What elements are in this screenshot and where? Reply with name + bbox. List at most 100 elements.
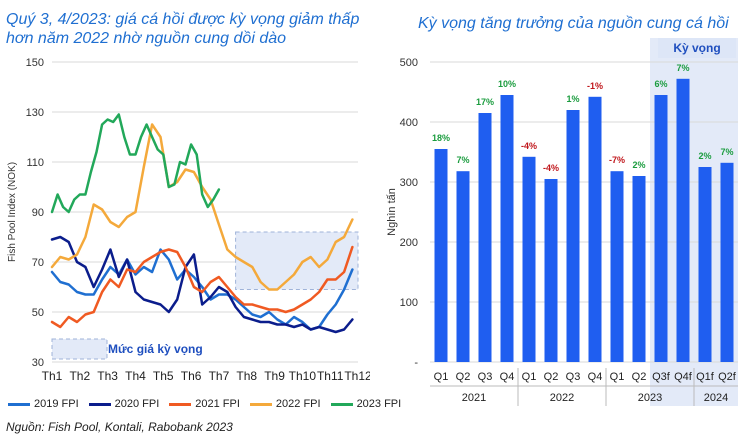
bar: [456, 171, 470, 362]
bar: [610, 171, 624, 362]
growth-label: -7%: [609, 155, 625, 165]
x-tick-label: Q4f: [674, 371, 693, 383]
x-tick-label: Q1f: [696, 371, 715, 383]
x-tick-label: Th7: [209, 369, 230, 383]
y-tick-label: 300: [400, 177, 418, 189]
y-tick-label: 50: [32, 307, 44, 319]
y-tick-label: 110: [26, 157, 44, 169]
growth-label: 18%: [432, 133, 450, 143]
annotation-label: Mức giá kỳ vọng: [108, 342, 203, 356]
source-note: Nguồn: Fish Pool, Kontali, Rabobank 2023: [6, 420, 233, 434]
growth-label: 7%: [456, 155, 469, 165]
supply-bar-chart: Kỳ vọng - 100 200 300 400 500 18% Q1 7% Q2 17% Q3 10%…: [386, 38, 738, 406]
legend-item: 2023 FPI: [330, 398, 402, 410]
y-axis-label: Fish Pool Index (NOK): [7, 162, 18, 262]
bar: [632, 176, 646, 362]
growth-label: -4%: [521, 141, 537, 151]
legend-label: 2023 FPI: [356, 398, 402, 410]
series-line-2019: [50, 248, 354, 331]
y-axis-label: Nghìn tấn: [386, 188, 398, 236]
group-label: 2024: [704, 392, 728, 404]
x-tick-label: Q2: [456, 371, 471, 383]
growth-label: 7%: [720, 147, 733, 157]
legend-label: 2019 FPI: [34, 398, 79, 410]
bar: [478, 113, 492, 362]
x-tick-label: Q4: [500, 371, 515, 383]
series-line-2020: [50, 235, 354, 334]
growth-label: 10%: [498, 79, 516, 89]
x-tick-label: Q2f: [718, 371, 737, 383]
bar: [500, 95, 514, 362]
x-tick-label: Q2: [544, 371, 559, 383]
expected-label: Kỳ vọng: [673, 41, 720, 55]
bar: [588, 96, 602, 363]
x-tick-label: Th2: [69, 369, 90, 383]
growth-label: 6%: [654, 79, 667, 89]
y-tick-label: 30: [32, 357, 44, 369]
x-tick-label: Q1: [434, 371, 449, 383]
group-label: 2021: [462, 392, 486, 404]
expected-label-box: [658, 38, 736, 58]
x-tick-label: Q3f: [652, 371, 671, 383]
bar: [698, 167, 712, 362]
y-tick-label: 70: [32, 257, 44, 269]
growth-label: 1%: [566, 94, 579, 104]
bar: [566, 110, 580, 362]
x-tick-label: Q1: [522, 371, 537, 383]
x-tick-label: Th4: [125, 369, 146, 383]
bar: [676, 78, 690, 363]
bar: [720, 162, 734, 362]
y-tick-label: 100: [400, 297, 418, 309]
x-tick-label: Q3: [478, 371, 493, 383]
growth-label: 2%: [632, 160, 645, 170]
bar: [544, 179, 558, 362]
x-tick-label: Q1: [610, 371, 625, 383]
legend-label: 2020 FPI: [114, 398, 160, 410]
legend-item: 2020 FPI: [88, 398, 160, 410]
x-tick-label: Th3: [97, 369, 118, 383]
x-tick-label: Q2: [632, 371, 647, 383]
x-tick-label: Th10: [289, 369, 317, 383]
right-chart-title: Kỳ vọng tăng trưởng của nguồn cung cá hồ…: [418, 15, 729, 32]
series-line-2023: [50, 113, 221, 214]
growth-label: -1%: [587, 81, 603, 91]
y-tick-label: 90: [32, 207, 44, 219]
x-tick-label: Th8: [236, 369, 257, 383]
y-tick-label: 200: [400, 237, 418, 249]
x-tick-label: Th1: [42, 369, 63, 383]
group-label: 2023: [638, 392, 662, 404]
x-tick-label: Th11: [317, 369, 344, 383]
fish-pool-line-chart: 30 50 70 90 110 130 150 Mức giá kỳ vọng Th1 Th2 Th…: [7, 57, 370, 383]
line-chart-legend: 2019 FPI 2020 FPI 2021 FPI 2022 FPI 2023 FPI: [8, 398, 401, 410]
x-tick-label: Th5: [153, 369, 174, 383]
bar: [522, 156, 536, 362]
legend-swatch: [330, 402, 353, 406]
series-line-2021: [50, 245, 354, 329]
growth-label: 17%: [476, 97, 494, 107]
legend-label: 2021 FPI: [195, 398, 240, 410]
x-tick-label: Th9: [264, 369, 285, 383]
x-tick-label: Th6: [181, 369, 202, 383]
growth-label: 7%: [676, 63, 689, 73]
legend-swatch: [169, 402, 192, 406]
x-tick-label: Th12: [344, 369, 370, 383]
annotation-swatch: [51, 338, 108, 360]
legend-label: 2022 FPI: [275, 398, 321, 410]
y-tick-label: 150: [26, 57, 44, 69]
legend-item: 2019 FPI: [8, 398, 79, 410]
legend-item: 2021 FPI: [169, 398, 240, 410]
legend-swatch: [8, 402, 30, 406]
bar: [654, 95, 668, 362]
legend-swatch: [88, 402, 111, 406]
left-chart-title: Quý 3, 4/2023: giá cá hồi được kỳ vọng g…: [6, 11, 360, 47]
x-tick-label: Q4: [588, 371, 603, 383]
legend-item: 2022 FPI: [249, 398, 321, 410]
y-tick-label: 400: [400, 117, 418, 129]
x-tick-label: Q3: [566, 371, 581, 383]
y-tick-label: -: [414, 357, 418, 369]
group-label: 2022: [550, 392, 574, 404]
y-tick-label: 130: [26, 107, 44, 119]
bar: [434, 149, 448, 362]
growth-label: 2%: [698, 151, 711, 161]
y-tick-label: 500: [400, 57, 418, 69]
